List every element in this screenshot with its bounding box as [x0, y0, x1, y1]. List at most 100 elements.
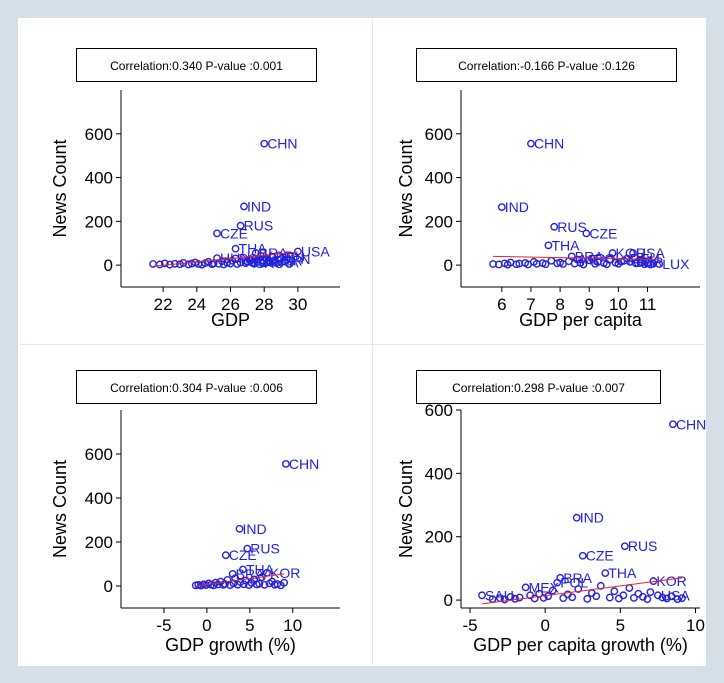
x-axis-title: GDP per capita growth (%) — [473, 635, 688, 655]
x-axis-title: GDP growth (%) — [165, 635, 296, 655]
point-label: CZE — [229, 547, 257, 563]
y-axis-title: News Count — [50, 460, 70, 558]
data-point — [567, 252, 576, 261]
fit-line — [493, 255, 660, 261]
y-tick-label: 400 — [425, 169, 453, 188]
data-point — [236, 221, 245, 230]
point-label: IDN — [254, 252, 278, 268]
x-tick-label: 10 — [609, 295, 628, 314]
point-label: SAU — [485, 587, 514, 603]
data-point — [530, 594, 539, 603]
data-point — [255, 579, 264, 588]
data-point — [235, 524, 244, 533]
point-label: POL — [239, 251, 267, 267]
point-label: USA — [661, 587, 690, 603]
point-label: BRA — [563, 570, 592, 586]
data-point — [160, 259, 169, 268]
correlation-box-gdp-growth: Correlation:0.304 P-value :0.006 — [76, 370, 317, 404]
data-point — [281, 459, 290, 468]
point-label: USA — [301, 244, 330, 260]
data-point — [620, 542, 629, 551]
data-point — [155, 260, 164, 269]
x-tick-label: 26 — [221, 295, 240, 314]
y-tick-label: 600 — [425, 401, 453, 420]
point-label: IND — [243, 521, 267, 537]
point-label: CHN — [676, 416, 706, 432]
y-tick-label: 600 — [85, 445, 113, 464]
x-axis-title: GDP per capita — [519, 310, 643, 330]
data-point — [574, 585, 583, 593]
data-point — [619, 591, 628, 600]
data-point — [248, 259, 257, 267]
point-label: TUR — [250, 254, 279, 270]
y-tick-label: 600 — [425, 125, 453, 144]
x-tick-label: 6 — [497, 295, 506, 314]
data-point — [544, 241, 553, 250]
y-tick-label: 0 — [444, 256, 453, 275]
y-axis-title: News Count — [50, 139, 70, 237]
x-tick-label: 0 — [202, 616, 211, 635]
data-point — [654, 591, 662, 600]
data-point — [527, 139, 535, 148]
fit-line — [152, 251, 298, 267]
point-label: RUS — [250, 541, 280, 557]
point-label: MEX — [250, 253, 281, 269]
data-point — [243, 257, 252, 266]
data-point — [221, 551, 230, 560]
point-label: DEU — [630, 251, 660, 267]
data-point — [583, 594, 592, 603]
data-point — [582, 229, 591, 238]
y-tick-label: 200 — [85, 212, 113, 231]
y-axis-title: News Count — [396, 139, 416, 237]
x-tick-label: 8 — [555, 295, 564, 314]
correlation-box-gdp-per-capita: Correlation:-0.166 P-value :0.126 — [416, 48, 677, 82]
point-label: MEX — [529, 579, 560, 595]
point-label: CZE — [589, 225, 617, 241]
point-label: THA — [246, 562, 275, 578]
y-tick-label: 0 — [104, 577, 113, 596]
data-point — [646, 588, 655, 597]
x-tick-label: -5 — [156, 616, 171, 635]
point-label: RUS — [557, 219, 587, 235]
data-point — [260, 581, 269, 589]
data-point — [658, 593, 667, 602]
data-point — [655, 260, 664, 268]
point-label: BRA — [259, 245, 288, 261]
y-tick-label: 0 — [104, 256, 113, 275]
x-tick-label: 7 — [526, 295, 535, 314]
y-tick-label: 400 — [85, 169, 113, 188]
x-tick-label: 0 — [540, 616, 549, 635]
y-tick-label: 0 — [444, 591, 453, 610]
data-point — [629, 249, 637, 257]
correlation-box-gdp: Correlation:0.340 P-value :0.001 — [76, 48, 317, 82]
data-point — [592, 592, 601, 601]
x-tick-label: 5 — [616, 616, 625, 635]
data-point — [559, 594, 568, 603]
data-point — [243, 544, 252, 553]
x-tick-label: 11 — [639, 295, 657, 314]
data-point — [578, 551, 587, 560]
data-point — [239, 580, 248, 589]
y-axis-title: News Count — [396, 460, 416, 558]
point-label: LUX — [662, 256, 690, 272]
data-point — [478, 591, 486, 600]
x-axis-title: GDP — [211, 310, 250, 330]
point-label: CHN — [267, 136, 297, 152]
data-point — [643, 595, 652, 604]
data-point — [673, 595, 682, 604]
data-point — [229, 579, 238, 588]
y-tick-label: 600 — [85, 125, 113, 144]
data-point — [260, 139, 269, 148]
data-point — [231, 244, 240, 253]
data-point — [601, 569, 610, 578]
data-point — [605, 255, 614, 264]
x-tick-label: 28 — [255, 295, 274, 314]
data-point — [678, 594, 686, 603]
plot-area — [18, 18, 706, 666]
point-label: RUS — [244, 218, 274, 234]
